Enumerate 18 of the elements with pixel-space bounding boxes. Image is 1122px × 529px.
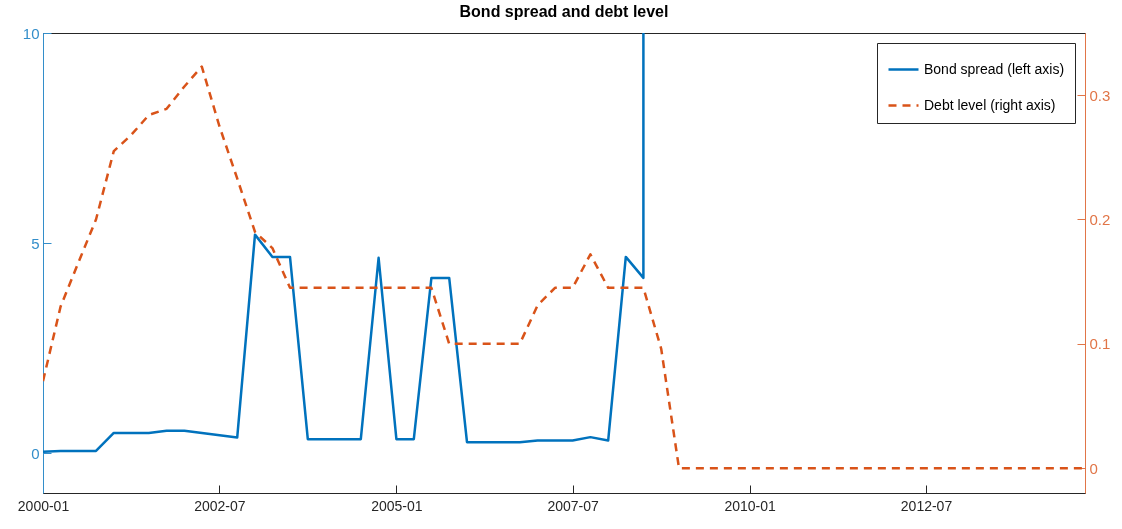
line-series <box>43 33 645 454</box>
y2-tick-label: 0.2 <box>1089 210 1111 228</box>
legend-label: Bond spread (left axis) <box>924 60 1065 77</box>
x-tick-label: 2002-07 <box>194 497 246 514</box>
y-tick-label: 0 <box>31 444 40 462</box>
x-tick-label: 2007-07 <box>547 497 600 514</box>
y-tick-label: 5 <box>31 234 40 252</box>
x-tick-label: 2005-01 <box>371 497 423 514</box>
x-tick-label: 2012-07 <box>900 497 953 514</box>
line-series <box>43 65 1085 470</box>
chart-title: Bond spread and debt level <box>459 3 669 20</box>
x-tick-label: 2010-01 <box>724 497 776 514</box>
legend-label: Debt level (right axis) <box>924 96 1056 113</box>
y-tick-label: 10 <box>22 24 40 42</box>
x-tick-label: 2000-01 <box>17 497 70 514</box>
y2-tick-label: 0 <box>1089 459 1098 477</box>
y2-tick-label: 0.3 <box>1089 86 1111 104</box>
y2-tick-label: 0.1 <box>1089 335 1111 353</box>
